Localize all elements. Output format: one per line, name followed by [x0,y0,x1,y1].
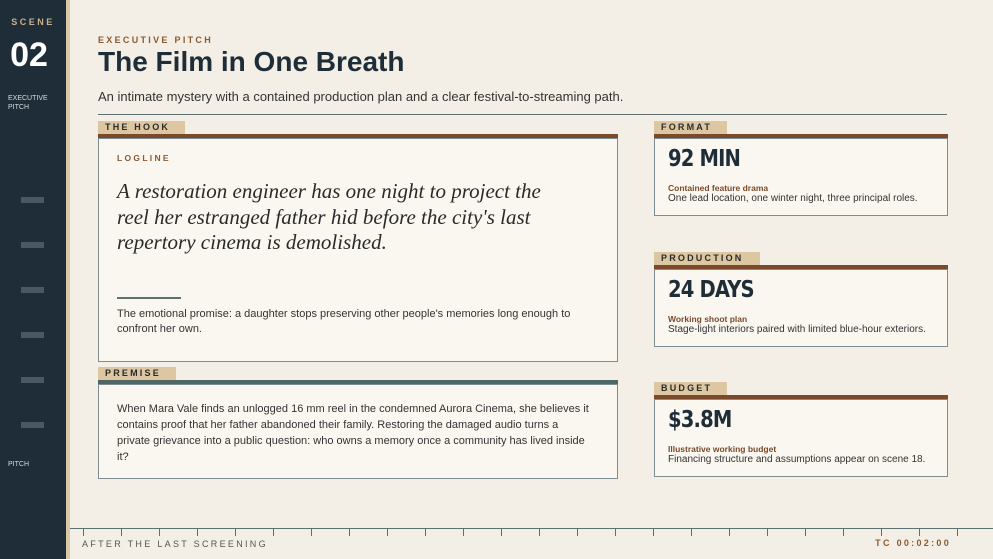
stat-card [654,138,948,216]
stat-tag: PRODUCTION [654,252,760,265]
footer-tick [501,528,502,536]
footer-right: TC 00:02:00 [875,538,951,548]
stat-label: Illustrative working budget [668,444,777,454]
premise-text: When Mara Vale finds an unlogged 16 mm r… [117,403,589,463]
footer-tick [159,528,160,536]
stat-note: Stage-light interiors paired with limite… [668,324,926,335]
sidebar-section: EXECUTIVE PITCH [8,95,48,111]
stat-value: $3.8M [668,407,732,433]
footer-tick [615,528,616,536]
premise-card [98,384,618,479]
stat-value: 92 MIN [668,146,741,172]
stat-value: 24 DAYS [668,277,755,303]
sidebar-dash [21,332,44,338]
footer-tick [843,528,844,536]
footer-tick [577,528,578,536]
stat-bar [654,134,948,138]
promise: The emotional promise: a daughter stops … [117,308,571,335]
footer-tick [919,528,920,536]
footer-tick [235,528,236,536]
header-rule [98,114,947,115]
footer-tick [805,528,806,536]
footer-tick [957,528,958,536]
stat-tag: BUDGET [654,382,727,395]
sidebar-dash [21,377,44,383]
sidebar-dash [21,422,44,428]
sidebar [0,0,66,559]
sidebar-bottom: PITCH [8,461,29,468]
stat-tag: FORMAT [654,121,727,134]
sidebar-dash [21,242,44,248]
sidebar-dash [21,197,44,203]
footer-tick [729,528,730,536]
footer-tick [311,528,312,536]
stat-bar [654,395,948,399]
stat-label: Working shoot plan [668,314,748,324]
hook-card [98,138,618,362]
footer-tick [83,528,84,536]
title: The Film in One Breath [98,46,405,77]
stat-card [654,269,948,347]
premise-tag: PREMISE [98,367,176,380]
footer-tick [463,528,464,536]
footer-rule [70,528,993,529]
stat-note: Financing structure and assumptions appe… [668,454,926,465]
hook-tag: THE HOOK [98,121,185,134]
hook-bar [98,134,618,138]
footer-tick [273,528,274,536]
eyebrow: EXECUTIVE PITCH [98,35,214,45]
logline-label: LOGLINE [117,153,171,163]
footer-left: AFTER THE LAST SCREENING [82,539,268,549]
footer-tick [767,528,768,536]
footer-tick [387,528,388,536]
subtitle: An intimate mystery with a contained pro… [98,89,624,104]
stat-label: Contained feature drama [668,183,769,193]
footer-tick [349,528,350,536]
footer-tick [121,528,122,536]
stat-bar [654,265,948,269]
scene-number: 02 [10,36,48,74]
footer-tick [653,528,654,536]
footer-tick [197,528,198,536]
stat-note: One lead location, one winter night, thr… [668,193,918,204]
promise-rule [117,297,181,299]
scene-label: SCENE [11,17,55,27]
footer-tick [881,528,882,536]
sidebar-dash [21,287,44,293]
premise-bar [98,380,618,384]
stat-card [654,399,948,477]
footer-tick [691,528,692,536]
footer-tick [539,528,540,536]
logline: A restoration engineer has one night to … [117,179,541,254]
footer-tick [425,528,426,536]
sidebar-edge [66,0,70,559]
